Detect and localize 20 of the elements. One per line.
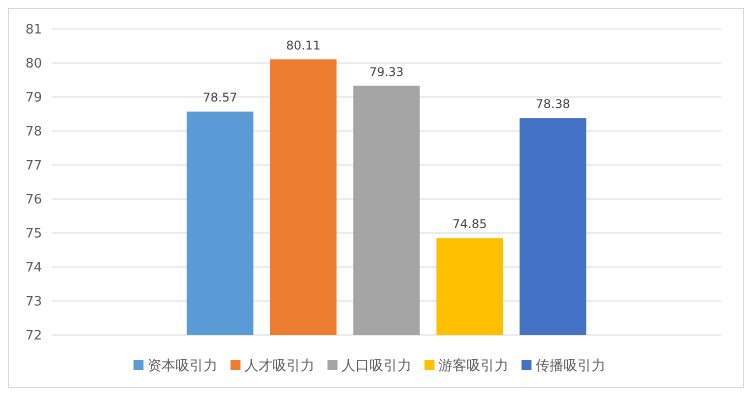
data-label: 78.57	[202, 90, 238, 105]
data-label: 79.33	[369, 64, 404, 79]
legend-label: 资本吸引力	[148, 358, 218, 374]
y-tick-label: 78	[25, 124, 42, 140]
y-tick-label: 80	[25, 56, 42, 72]
legend-label: 游客吸引力	[438, 358, 508, 374]
y-tick-label: 79	[25, 90, 42, 106]
y-tick-label: 77	[25, 158, 42, 174]
data-label: 78.38	[536, 97, 570, 112]
legend-label: 传播吸引力	[536, 358, 606, 374]
y-tick-label: 75	[25, 226, 42, 242]
legend-label: 人才吸引力	[244, 358, 314, 374]
y-tick-label: 73	[25, 294, 42, 310]
legend-label: 人口吸引力	[342, 358, 412, 374]
y-tick-label: 81	[25, 22, 42, 38]
y-tick-label: 76	[25, 192, 42, 208]
data-label: 80.11	[286, 38, 320, 52]
y-tick-label: 72	[25, 328, 42, 344]
y-tick-label: 74	[25, 260, 42, 276]
data-label: 74.85	[452, 217, 487, 232]
